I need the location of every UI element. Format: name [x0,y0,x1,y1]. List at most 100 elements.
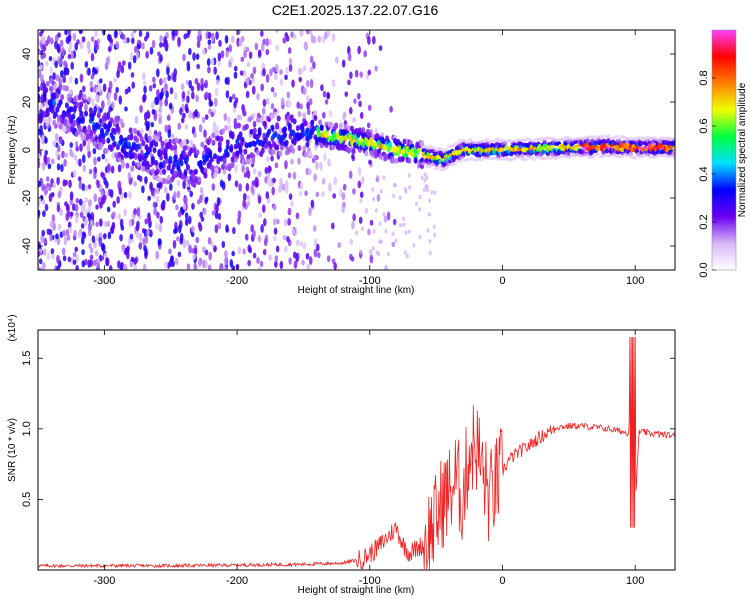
spectrogram-cell [252,66,257,75]
spectrogram-cell [74,141,79,147]
spectrogram-cell [287,217,291,226]
spectrogram-cell [233,143,238,150]
spectrogram-cell [50,92,55,99]
spectrogram-cell [189,147,194,154]
spectrogram-cell [166,66,170,76]
spectrogram-cell [62,255,67,262]
spectrogram-cell [201,154,206,161]
spectrogram-cell [273,111,278,118]
spectrogram-cell [229,56,234,63]
spectrogram-cell [156,211,160,219]
spectrogram-cell [112,200,117,208]
spectrogram-cell [72,251,77,258]
spectrogram-cell [64,179,69,186]
spectrogram-cell [349,139,354,146]
spectrogram-cell [324,99,329,105]
spectrogram-cell [219,179,224,188]
spectrogram-cell [62,75,66,84]
spectrogram-cell [369,219,374,226]
spectrogram-cell [143,36,148,42]
spectrogram-cell [38,241,41,249]
spectrogram-cell [236,122,241,129]
x-tick-label: 100 [626,275,644,287]
spectrogram-cell [352,213,356,222]
spectrogram-cell [211,210,216,216]
spectrogram-cell [127,134,132,141]
spectrogram-cell [87,199,92,208]
colorbar-tick-label: 0.4 [698,166,710,181]
spectrogram-cell [196,82,201,92]
spectrogram-cell [38,59,41,67]
spectrogram-cell [155,168,160,175]
spectrogram-cell [80,223,85,229]
spectrogram-cell [265,155,270,162]
spectrogram-cell [220,128,225,135]
spectrogram-cell [133,208,137,216]
spectrogram-cell [214,224,219,234]
spectrogram-cell [150,168,155,175]
spectrogram-cell [213,66,217,75]
spectrogram-cell [117,156,122,163]
spectrogram-cell [78,198,83,206]
spectrogram-cell [150,121,155,128]
y-tick-label: -20 [21,190,33,206]
spectrogram-cell [214,130,219,137]
spectrogram-cell [75,264,79,270]
spectrogram-cell [66,107,71,114]
spectrogram-cell [452,162,458,166]
spectrogram-cell [94,95,99,102]
spectrogram-cell [222,265,227,270]
spectrogram-cell [246,170,251,179]
spectrogram-cell [100,195,105,205]
spectrogram-cell [142,72,146,81]
spectrogram-cell [215,203,219,213]
spectrogram-cell [159,78,163,86]
spectrogram-cell [153,207,157,216]
spectrogram-cell [376,174,380,180]
spectrogram-cell [287,122,292,129]
spectrogram-cell [306,108,311,116]
spectrogram-cell [361,141,366,148]
spectrogram-cell [208,251,212,261]
spectrogram-cell [199,211,203,218]
spectrogram-cell [79,73,84,83]
spectrogram-cell [465,140,471,144]
spectrogram-cell [238,38,243,46]
spectrogram-cell [44,87,49,94]
spectrogram-cell [252,252,257,259]
spectrogram-cell [104,158,109,164]
snr-x-label: Height of straight line (km) [298,585,415,596]
spectrogram-cell [164,124,169,133]
spectrogram-cell [64,85,69,92]
spectrogram-cell [364,150,369,157]
spectrogram-cell [355,230,359,236]
spectrogram-cell [109,117,114,124]
spectrogram-cell [369,136,374,143]
spectrogram-cell [278,185,282,193]
spectrogram-cell [60,164,64,173]
spectrogram-x-label: Height of straight line (km) [298,285,415,296]
spectrogram-cell [57,32,61,38]
spectrogram-cell [300,122,305,129]
snr-y-ticks: 0.5 1.0 1.5 [21,351,675,507]
spectrogram-cell [672,155,675,159]
spectrogram-cell [63,159,67,167]
spectrogram-cell [326,91,330,100]
spectrogram-cell [180,83,185,91]
spectrogram-cell [331,222,335,230]
spectrogram-cell [111,101,115,109]
spectrogram-cell [65,67,70,76]
spectrogram-cell [138,242,143,250]
y-tick-label: 20 [21,96,33,108]
spectrogram-cell [228,96,233,103]
spectrogram-cell [315,191,320,198]
spectrogram-cell [316,252,321,259]
spectrogram-cell [105,180,109,189]
spectrogram-cell [58,58,62,66]
spectrogram-cell [306,30,310,35]
spectrogram-cell [261,204,266,213]
colorbar-tick-label: 0.6 [698,118,710,133]
spectrogram-cell [133,263,137,270]
spectrogram-cell [50,248,55,255]
spectrogram-cell [92,110,97,117]
